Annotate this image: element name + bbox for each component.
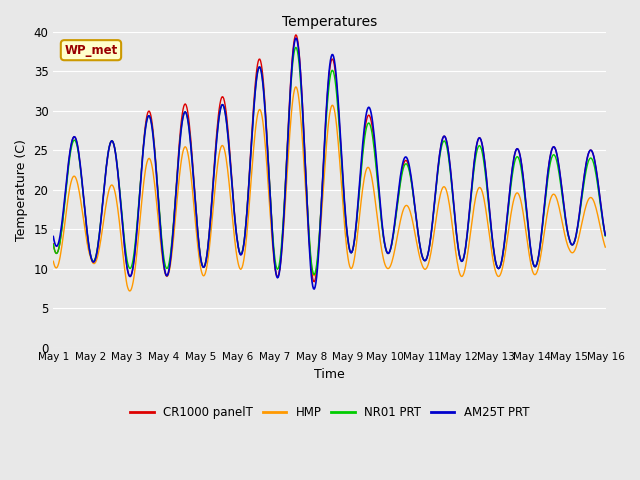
Legend: CR1000 panelT, HMP, NR01 PRT, AM25T PRT: CR1000 panelT, HMP, NR01 PRT, AM25T PRT [125,401,534,423]
Text: WP_met: WP_met [65,44,118,57]
Y-axis label: Temperature (C): Temperature (C) [15,139,28,240]
X-axis label: Time: Time [314,368,345,381]
Title: Temperatures: Temperatures [282,15,378,29]
